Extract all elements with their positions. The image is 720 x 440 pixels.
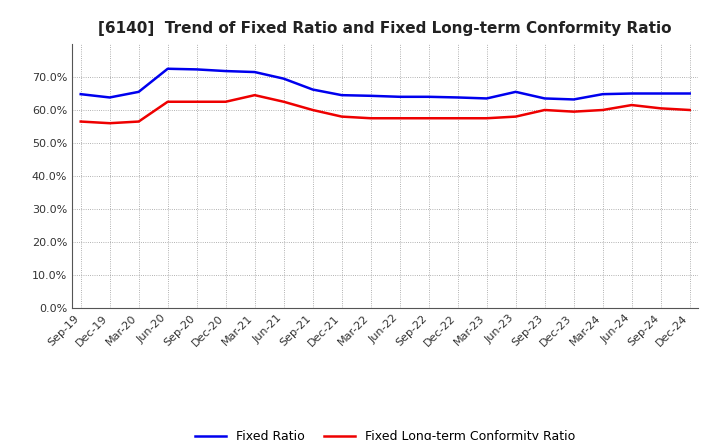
Fixed Long-term Conformity Ratio xyxy=(454,116,462,121)
Fixed Ratio xyxy=(221,68,230,73)
Fixed Ratio xyxy=(251,70,259,75)
Fixed Ratio xyxy=(395,94,404,99)
Fixed Long-term Conformity Ratio xyxy=(424,116,433,121)
Fixed Ratio xyxy=(541,96,549,101)
Fixed Ratio xyxy=(657,91,665,96)
Fixed Long-term Conformity Ratio xyxy=(279,99,288,104)
Fixed Ratio xyxy=(424,94,433,99)
Fixed Ratio xyxy=(627,91,636,96)
Fixed Long-term Conformity Ratio xyxy=(570,109,578,114)
Fixed Ratio xyxy=(482,96,491,101)
Fixed Long-term Conformity Ratio xyxy=(627,103,636,108)
Fixed Ratio xyxy=(192,67,201,72)
Legend: Fixed Ratio, Fixed Long-term Conformity Ratio: Fixed Ratio, Fixed Long-term Conformity … xyxy=(190,425,580,440)
Fixed Long-term Conformity Ratio xyxy=(366,116,375,121)
Fixed Long-term Conformity Ratio xyxy=(163,99,172,104)
Fixed Long-term Conformity Ratio xyxy=(511,114,520,119)
Fixed Long-term Conformity Ratio xyxy=(482,116,491,121)
Fixed Long-term Conformity Ratio xyxy=(338,114,346,119)
Fixed Long-term Conformity Ratio xyxy=(657,106,665,111)
Line: Fixed Long-term Conformity Ratio: Fixed Long-term Conformity Ratio xyxy=(81,95,690,123)
Fixed Ratio xyxy=(338,92,346,98)
Fixed Ratio xyxy=(570,97,578,102)
Fixed Long-term Conformity Ratio xyxy=(308,107,317,113)
Fixed Ratio xyxy=(366,93,375,99)
Fixed Ratio xyxy=(163,66,172,71)
Fixed Ratio xyxy=(598,92,607,97)
Fixed Long-term Conformity Ratio xyxy=(135,119,143,124)
Fixed Long-term Conformity Ratio xyxy=(221,99,230,104)
Fixed Long-term Conformity Ratio xyxy=(192,99,201,104)
Fixed Ratio xyxy=(76,92,85,97)
Line: Fixed Ratio: Fixed Ratio xyxy=(81,69,690,99)
Fixed Ratio xyxy=(685,91,694,96)
Fixed Long-term Conformity Ratio xyxy=(76,119,85,124)
Fixed Ratio xyxy=(279,76,288,81)
Fixed Long-term Conformity Ratio xyxy=(598,107,607,113)
Fixed Long-term Conformity Ratio xyxy=(251,92,259,98)
Fixed Ratio xyxy=(511,89,520,95)
Fixed Ratio xyxy=(308,87,317,92)
Fixed Long-term Conformity Ratio xyxy=(395,116,404,121)
Fixed Long-term Conformity Ratio xyxy=(541,107,549,113)
Fixed Long-term Conformity Ratio xyxy=(685,107,694,113)
Fixed Ratio xyxy=(105,95,114,100)
Fixed Ratio xyxy=(454,95,462,100)
Fixed Long-term Conformity Ratio xyxy=(105,121,114,126)
Title: [6140]  Trend of Fixed Ratio and Fixed Long-term Conformity Ratio: [6140] Trend of Fixed Ratio and Fixed Lo… xyxy=(99,21,672,36)
Fixed Ratio xyxy=(135,89,143,95)
